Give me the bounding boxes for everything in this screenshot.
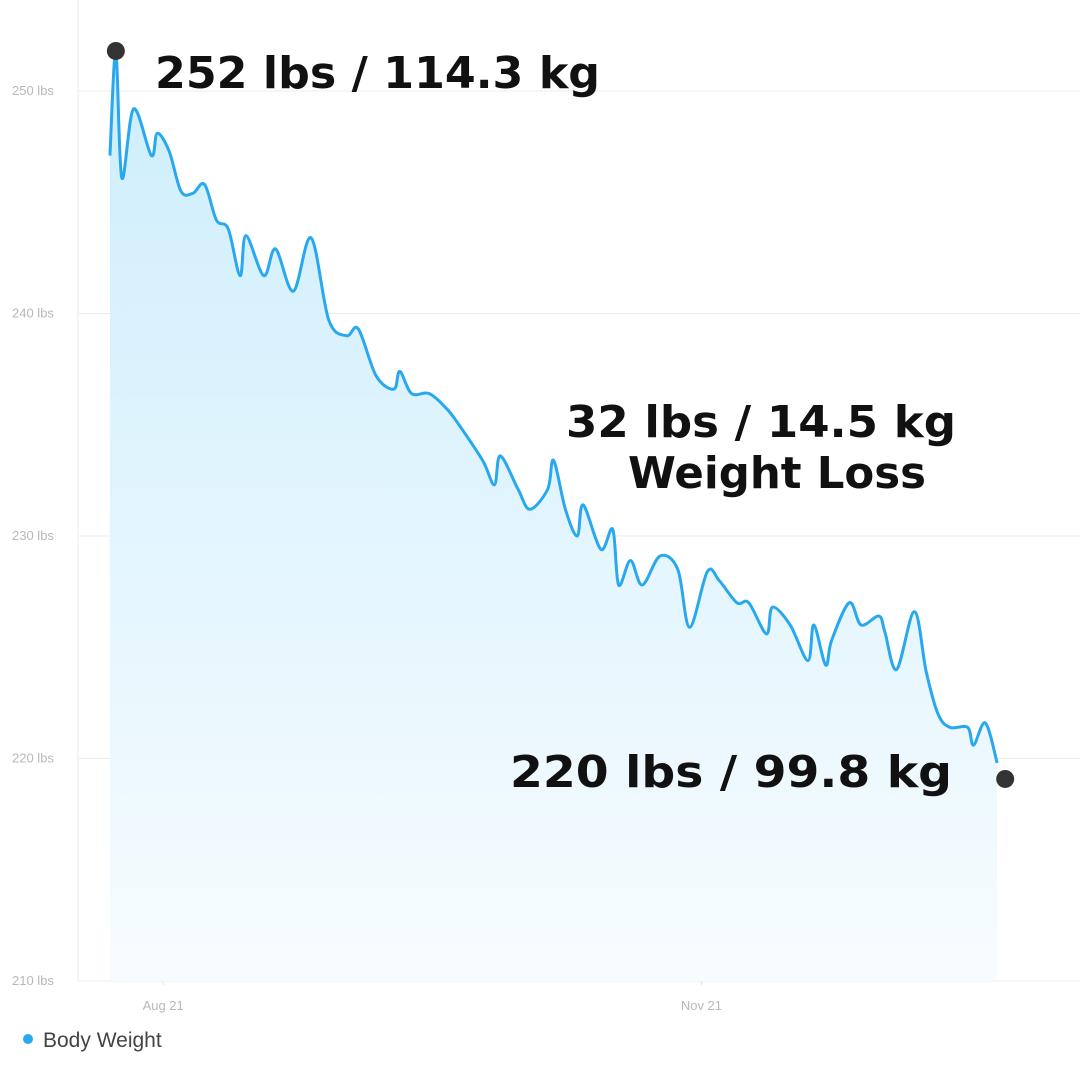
- y-tick-label: 230 lbs: [12, 528, 54, 543]
- legend-marker: [23, 1034, 33, 1044]
- annotation: 220 lbs / 99.8 kg: [510, 747, 952, 798]
- highlight-dot: [996, 769, 1015, 788]
- x-tick-label: Aug 21: [143, 998, 184, 1013]
- y-tick-label: 250 lbs: [12, 83, 54, 98]
- y-tick-label: 220 lbs: [12, 751, 54, 766]
- annotation: Weight Loss: [628, 448, 926, 499]
- annotation: 252 lbs / 114.3 kg: [155, 48, 600, 99]
- highlight-dot: [106, 41, 125, 60]
- annotation: 32 lbs / 14.5 kg: [566, 397, 956, 448]
- y-tick-label: 240 lbs: [12, 306, 54, 321]
- line: [108, 49, 999, 764]
- area: [109, 50, 998, 982]
- y-tick-label: 210 lbs: [12, 973, 54, 988]
- legend-label: Body Weight: [43, 1029, 162, 1052]
- x-tick-label: Nov 21: [681, 998, 722, 1013]
